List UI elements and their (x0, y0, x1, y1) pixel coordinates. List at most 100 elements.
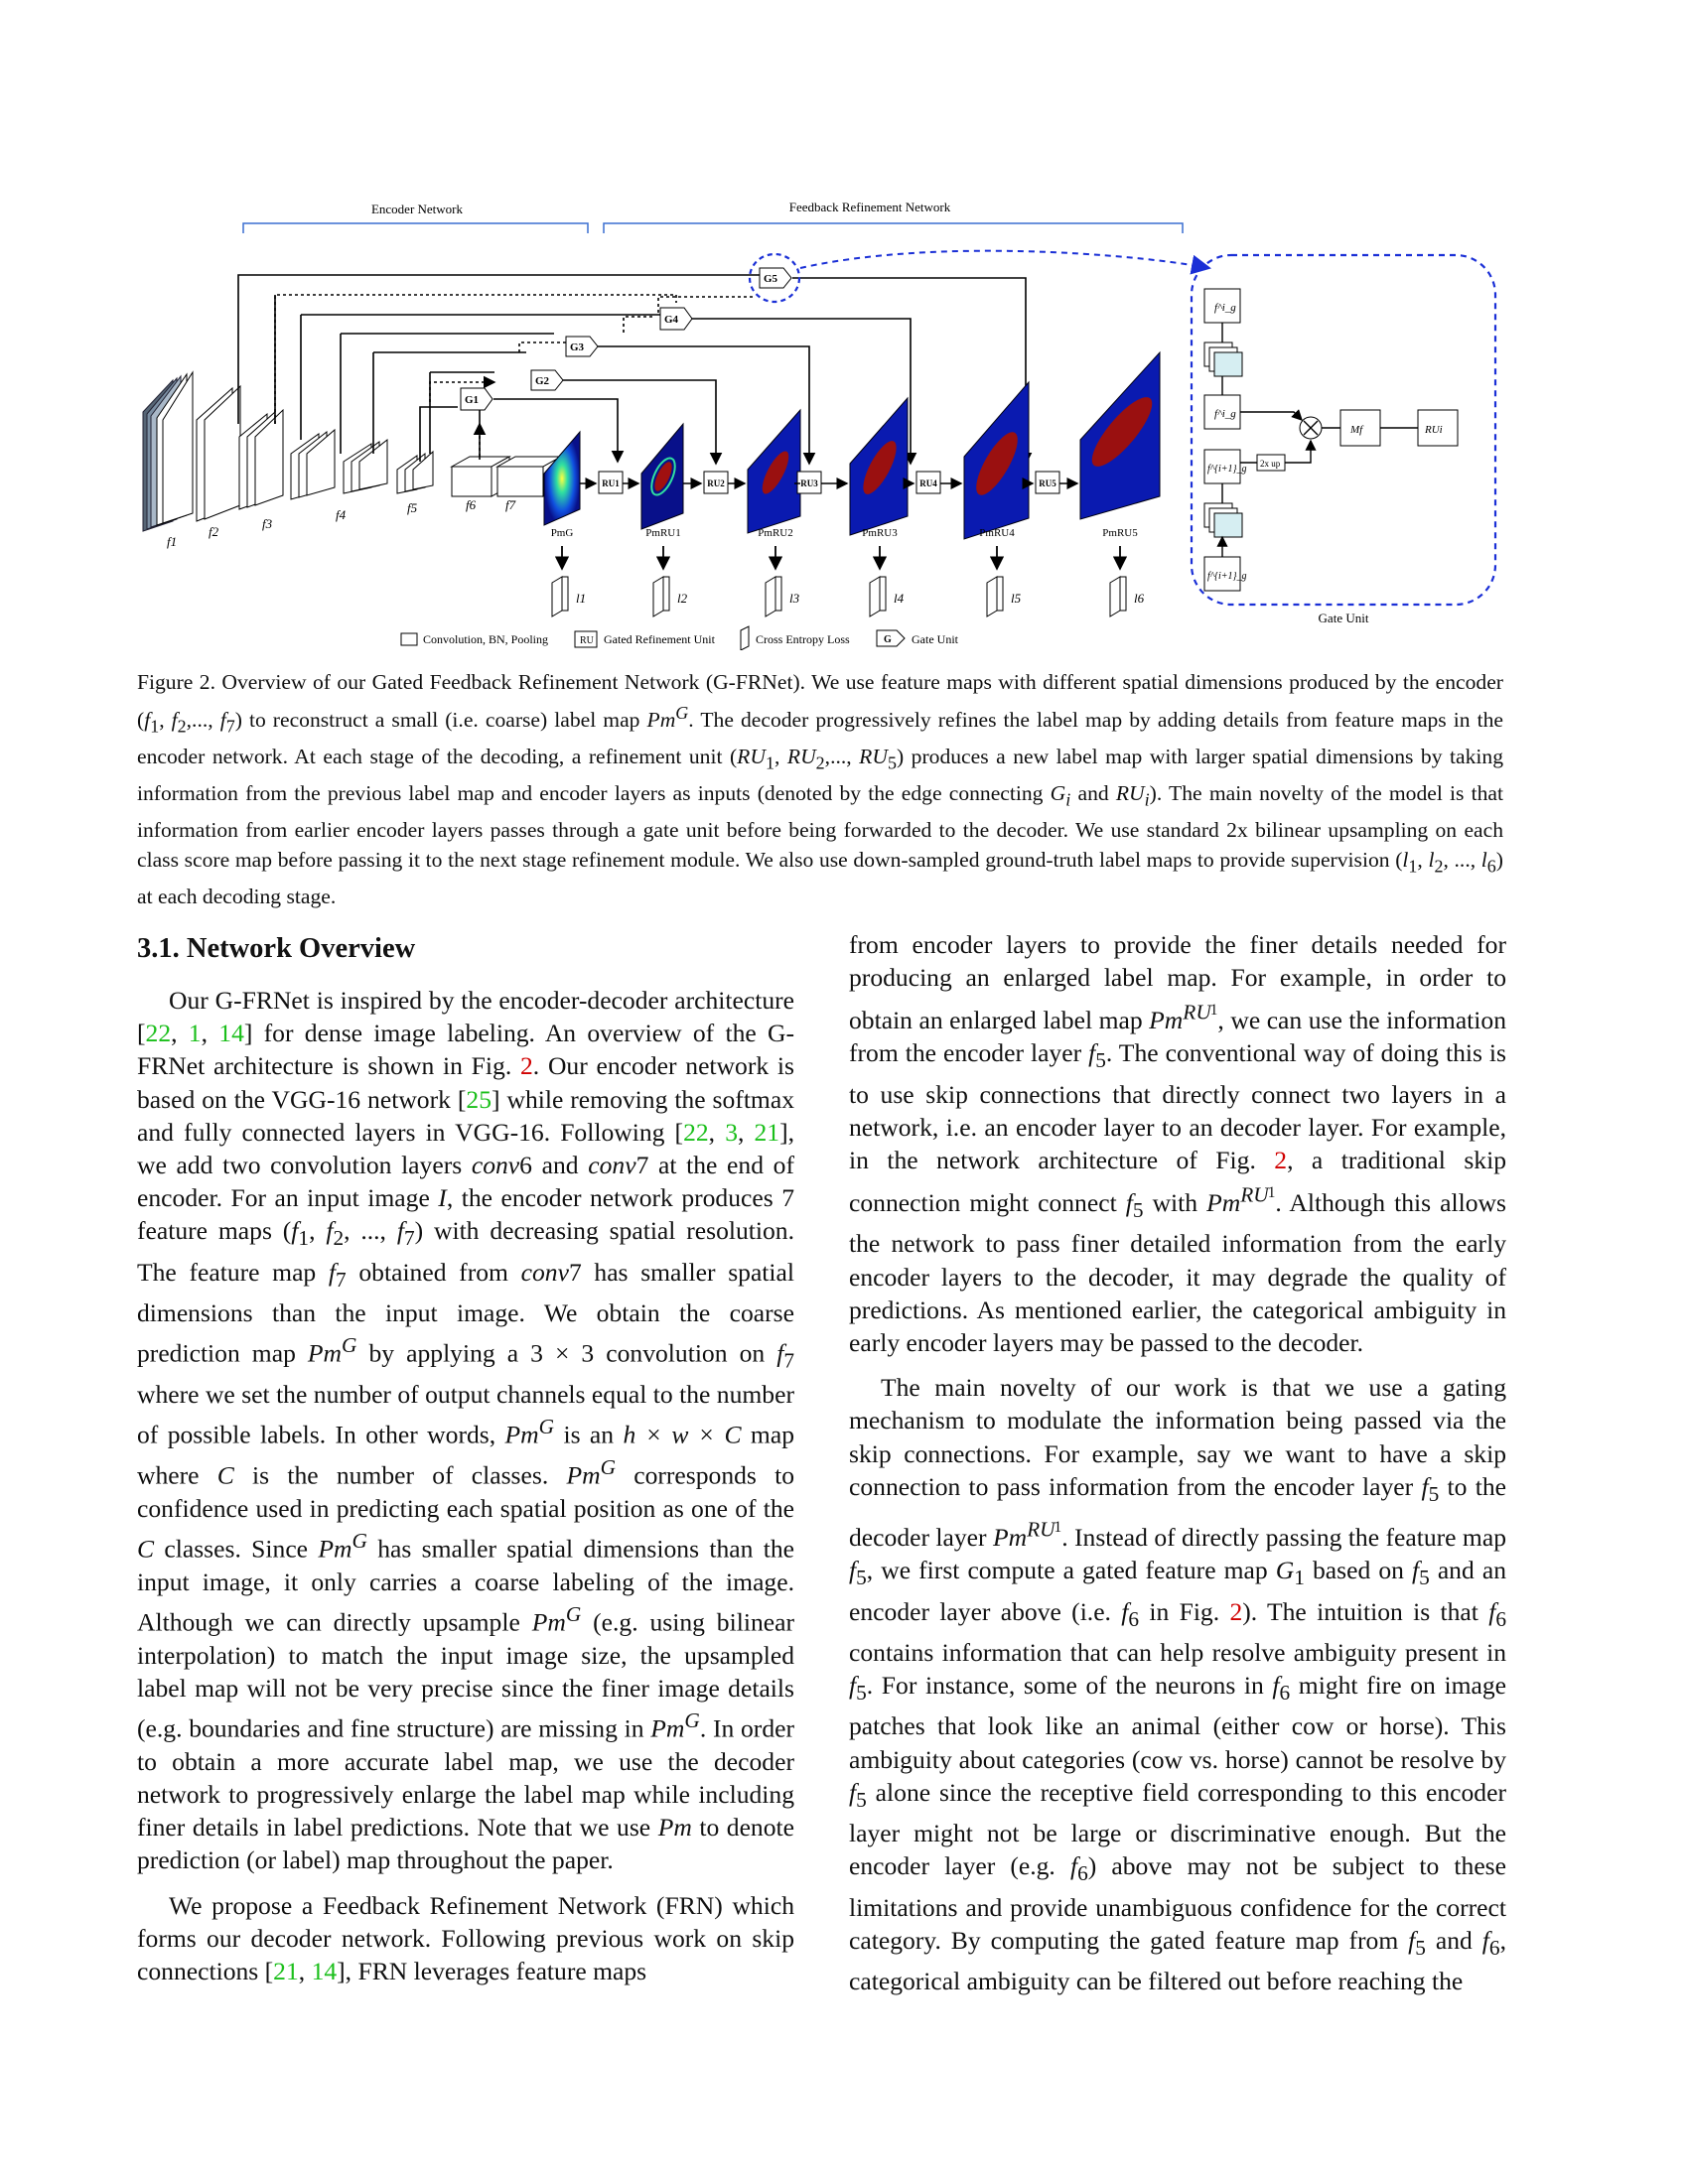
pm-labels: PmG PmRU1 PmRU2 PmRU3 PmRU4 PmRU5 (551, 527, 1139, 539)
gate-fig-mid: f^i_g (1214, 408, 1236, 420)
text-run: to denote prediction (or label) map thro… (137, 1813, 794, 1875)
text-run: 5 (856, 1681, 867, 1706)
text-run: corresponds to confidence used in predic… (137, 1460, 795, 1523)
text-run: , we can use the information from the en… (849, 1006, 1506, 1068)
pm-ru5-label: PmRU5 (1102, 527, 1138, 539)
figure-ref-link[interactable]: 2 (1229, 1596, 1243, 1626)
text-run: RU (1240, 1182, 1269, 1207)
svg-text:G2: G2 (535, 375, 550, 387)
architecture-diagram: Encoder Network Feedback Refinement Netw… (142, 200, 1497, 651)
text-run: , (171, 1019, 189, 1048)
text-run: 5 (1132, 1198, 1144, 1223)
citation-link[interactable]: 14 (218, 1019, 244, 1048)
text-run: . The conventional way of doing this is … (849, 1038, 1506, 1175)
svg-text:G1: G1 (465, 394, 479, 406)
left-paragraph-1: Our G-FRNet is inspired by the encoder-d… (137, 984, 794, 1877)
gate-g5-highlight (748, 252, 801, 304)
citation-link[interactable]: 21 (754, 1117, 780, 1147)
encoder-blocks (196, 384, 563, 522)
citation-link[interactable]: 22 (145, 1019, 172, 1048)
svg-text:RU4: RU4 (919, 478, 937, 488)
ru1-box: RU1 (598, 471, 624, 494)
text-run: f (849, 1777, 857, 1807)
gate-unit-label: Gate Unit (1319, 611, 1369, 625)
text-run: 7 has smaller spatial dimensions than th… (137, 1257, 795, 1368)
svg-text:G5: G5 (764, 273, 778, 285)
gate-up: 2x up (1260, 459, 1281, 469)
svg-text:l5: l5 (1011, 591, 1022, 606)
text-run: 5 (856, 1787, 867, 1812)
text-run: 6 (1279, 1681, 1291, 1706)
pm-ru4-map (963, 380, 1030, 540)
text-run: conv (520, 1257, 569, 1287)
text-run: f (291, 1216, 299, 1246)
text-run: We propose a Feedback Refinement Network… (137, 1890, 794, 1985)
text-run: Pm (1149, 1006, 1184, 1035)
text-run: RU (1183, 1000, 1211, 1024)
text-run: (e.g. using bilinear interpolation) to m… (137, 1607, 794, 1743)
text-run: Our G-FRNet is inspired by the encoder-d… (137, 986, 794, 1048)
pm-ru1-map (640, 422, 684, 530)
gate-g1: G1 (460, 387, 493, 411)
gate-fig-bottom: f^{i+1}_g (1207, 571, 1247, 582)
text-run: f (326, 1216, 334, 1246)
gate-fig-low: f^{i+1}_g (1207, 464, 1247, 475)
text-run: 1 (1294, 1566, 1305, 1590)
text-run: 6 (1128, 1606, 1140, 1631)
text-run: f (1481, 1925, 1489, 1955)
text-run: map where (137, 1420, 794, 1490)
text-run: f (1088, 1038, 1096, 1068)
text-run: with (1143, 1188, 1207, 1218)
legend-loss: Cross Entropy Loss (756, 632, 850, 646)
text-run: C (216, 1460, 234, 1490)
text-run: to the decoder layer (849, 1471, 1506, 1553)
text-run: contains information that can help resol… (849, 1637, 1506, 1667)
figure-ref-link[interactable]: 2 (1274, 1146, 1288, 1175)
text-run: , the encoder network produces 7 feature… (137, 1183, 794, 1246)
text-run: is an (554, 1420, 624, 1449)
text-run: Pm (307, 1338, 343, 1368)
gate-unit-detail: Gate Unit f^i_g f^i_g (1190, 253, 1497, 625)
citation-link[interactable]: 3 (725, 1117, 738, 1147)
text-run: 5 (1419, 1566, 1430, 1590)
text-run: Pm (657, 1813, 692, 1843)
text-run: f (1408, 1925, 1416, 1955)
text-run: , categorical ambiguity can be filtered … (849, 1925, 1506, 1996)
text-run: G (538, 1415, 555, 1439)
left-column: 3.1. Network Overview Our G-FRNet is ins… (137, 928, 794, 1999)
text-run: , (737, 1117, 755, 1147)
text-run: , (708, 1117, 726, 1147)
text-run: G (1275, 1556, 1295, 1585)
text-run: G (684, 1708, 700, 1733)
citation-link[interactable]: 21 (273, 1957, 299, 1985)
text-run: Pm (318, 1534, 352, 1564)
feature-labels: f1 f2 f3 f4 f5 f6 f7 (167, 497, 516, 549)
text-run: where we set the number of output channe… (137, 1380, 794, 1449)
figure-ref-link[interactable]: 2 (519, 1051, 533, 1081)
svg-text:G3: G3 (570, 341, 585, 353)
svg-text:G: G (884, 634, 892, 645)
svg-text:l1: l1 (576, 591, 586, 606)
citation-link[interactable]: 25 (466, 1084, 492, 1114)
text-run: C (137, 1534, 155, 1564)
text-run: by applying a 3 × 3 convolution on (356, 1338, 777, 1368)
f7-label: f7 (505, 497, 516, 512)
refinement-units: RU1 RU2 RU3 RU4 RU5 (598, 471, 1060, 494)
text-run: ) above may not be subject to these limi… (849, 1851, 1506, 1955)
svg-text:l3: l3 (789, 591, 800, 606)
svg-text:RU2: RU2 (707, 478, 725, 488)
citation-link[interactable]: 22 (683, 1117, 709, 1147)
text-run: . In order to obtain a more accurate lab… (137, 1713, 795, 1843)
gate-zoom-arrow (799, 249, 1211, 275)
citation-link[interactable]: 14 (311, 1957, 338, 1985)
text-run: . For instance, some of the neurons in (866, 1671, 1273, 1701)
text-run: and an encoder layer above (i.e. (849, 1556, 1506, 1626)
pm-g-label: PmG (551, 527, 574, 539)
svg-text:l2: l2 (677, 591, 688, 606)
text-run: ] while removing the softmax and fully c… (137, 1084, 794, 1147)
skip-connections (237, 274, 1033, 466)
citation-link[interactable]: 1 (188, 1019, 202, 1048)
text-run: might fire on image patches that look li… (849, 1671, 1506, 1774)
f5-label: f5 (407, 500, 418, 515)
text-run: 1 (298, 1226, 310, 1251)
